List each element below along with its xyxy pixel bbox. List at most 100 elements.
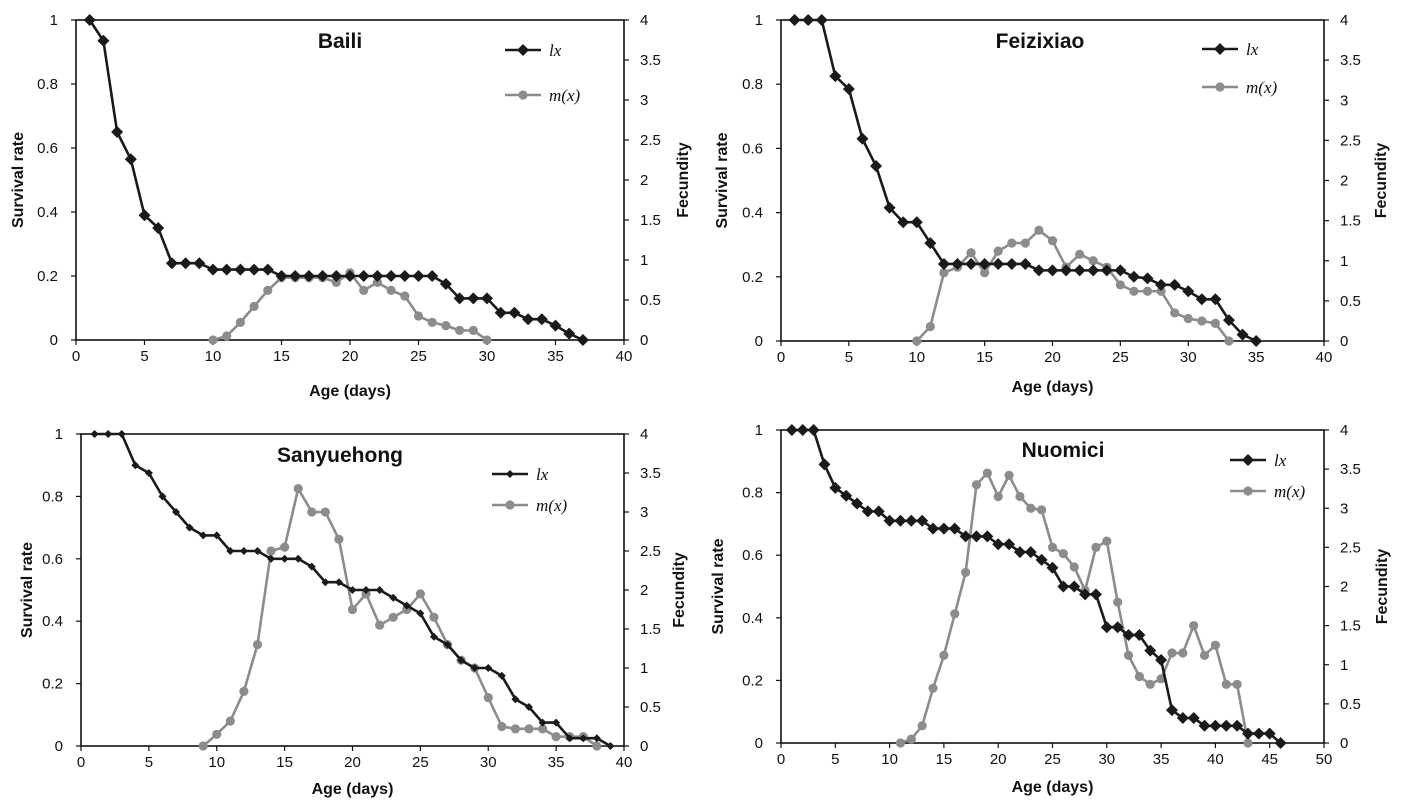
lx-point [185, 523, 194, 532]
lx-point [280, 554, 289, 563]
lx-point [563, 327, 576, 340]
lx-point [481, 292, 493, 305]
mx-point [1243, 738, 1253, 748]
mx-point [1224, 336, 1234, 346]
mx-point [1123, 650, 1134, 660]
lx-point [592, 734, 601, 743]
y2-axis-label: Fecundity [675, 142, 692, 218]
y2-tick-label: 3.5 [1340, 52, 1361, 69]
y-tick-label: 0.8 [37, 76, 58, 93]
lx-point [856, 132, 869, 145]
y2-tick-label: 3 [1340, 500, 1348, 517]
x-tick-label: 25 [1044, 751, 1061, 768]
series-line [900, 471, 1250, 745]
mx-point [524, 724, 534, 734]
lx-point [307, 562, 316, 571]
y-axis-label: Survival rate [19, 542, 36, 638]
lx-point [538, 718, 547, 727]
mx-point [413, 311, 424, 321]
lx-point [316, 270, 329, 282]
x-tick-label: 15 [976, 349, 993, 366]
lx-point [883, 514, 896, 527]
mx-point [1115, 280, 1125, 290]
mx-point [982, 468, 992, 478]
x-tick-label: 20 [990, 751, 1007, 768]
lx-point [289, 270, 302, 282]
x-tick-label: 45 [1261, 751, 1278, 768]
x-tick-label: 20 [344, 754, 361, 771]
series-lx [90, 430, 615, 750]
lx-point [1013, 546, 1026, 559]
lx-point [1176, 711, 1189, 724]
y-tick-label: 0.2 [42, 676, 63, 693]
y2-tick-label: 2 [640, 582, 648, 599]
lx-point [124, 153, 137, 166]
lx-point [1114, 264, 1127, 277]
lx-point [1241, 727, 1254, 740]
lx-point [959, 530, 972, 543]
lx-point [294, 554, 303, 563]
series-mx [198, 484, 602, 751]
plot-frame [780, 429, 1325, 744]
lx-point [576, 334, 589, 346]
lx-point [924, 237, 937, 250]
legend-label: lx [1274, 451, 1287, 470]
lx-point [357, 270, 370, 282]
plot-frame [75, 19, 625, 341]
x-tick-label: 40 [1207, 751, 1224, 768]
lx-point [253, 547, 262, 555]
lx-point [398, 270, 411, 282]
x-axis-label: Age (days) [309, 383, 391, 400]
lx-point [267, 554, 276, 563]
lx-point [138, 209, 151, 222]
lx-point [344, 270, 356, 282]
y2-axis-label: Fecundity [671, 552, 688, 628]
lx-point [385, 270, 398, 282]
mx-point [917, 721, 927, 731]
x-tick-label: 35 [548, 754, 565, 771]
legend: lx m(x) [1202, 40, 1277, 97]
lx-point [494, 306, 507, 319]
mx-point [928, 683, 938, 693]
series-line [915, 228, 1231, 342]
series-line [791, 428, 1282, 744]
mx-point [266, 546, 276, 556]
lx-point [992, 538, 1005, 551]
lx-point [193, 257, 206, 270]
lx-point [429, 632, 438, 641]
mx-point [225, 716, 235, 726]
lx-point [484, 664, 493, 672]
chart-panel-baili: 0 5 10 15 20 25 30 35 4000.20.40.60.8100.511.522… [10, 12, 692, 400]
y-axis-label: Survival rate [714, 132, 731, 228]
x-tick-label: 10 [205, 348, 222, 365]
mx-point [249, 301, 259, 311]
lx-point [815, 14, 828, 26]
x-tick-label: 35 [1248, 349, 1265, 366]
lx-point [1165, 704, 1178, 717]
lx-point [916, 514, 929, 527]
lx-point [131, 461, 140, 470]
lx-point [1068, 580, 1081, 593]
x-tick-label: 5 [145, 754, 153, 771]
lx-point [439, 278, 452, 290]
y2-tick-label: 1.5 [1340, 213, 1361, 230]
x-tick-label: 10 [881, 751, 898, 768]
y2-tick-label: 2 [1340, 579, 1348, 596]
lx-point [1122, 629, 1135, 642]
lx-point [883, 201, 896, 214]
lx-point [226, 547, 235, 555]
mx-point [551, 732, 561, 742]
y2-tick-label: 2 [1340, 173, 1348, 190]
lx-point [261, 263, 274, 276]
mx-point [222, 331, 232, 341]
lx-point [497, 671, 506, 680]
y2-tick-label: 1.5 [1340, 618, 1361, 635]
x-tick-label: 0 [77, 754, 85, 771]
y2-tick-label: 2.5 [1340, 539, 1361, 556]
mx-point [334, 534, 344, 544]
mx-point [1197, 316, 1207, 326]
lx-point [1060, 264, 1073, 277]
lx-point [158, 492, 167, 501]
lx-point [234, 263, 247, 276]
lx-point [524, 703, 533, 711]
